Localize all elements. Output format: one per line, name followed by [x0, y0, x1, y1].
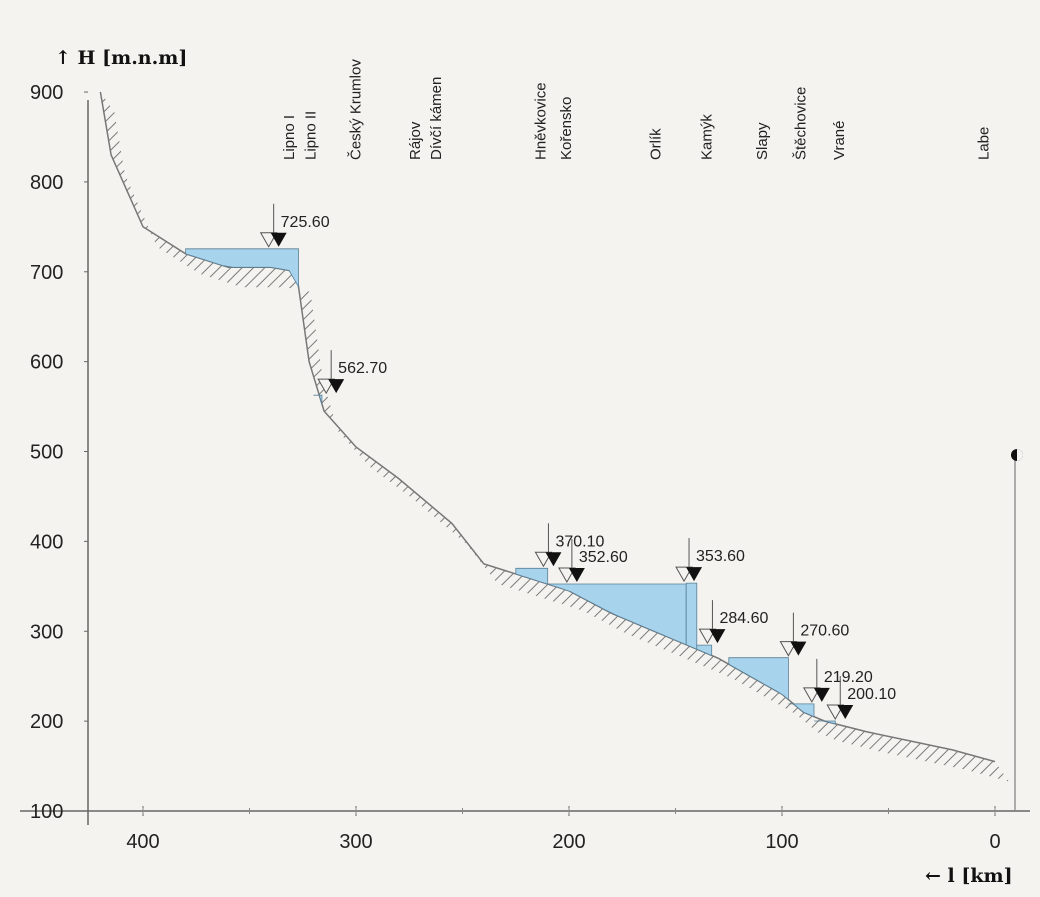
level-label: 270.60: [800, 623, 849, 640]
station-label: Orlík: [648, 128, 665, 160]
reservoir-area: [728, 657, 789, 701]
station-label: Lipno II: [303, 111, 320, 160]
level-triangle-filled: [328, 379, 345, 394]
y-tick-label: 800: [30, 172, 63, 194]
station-label: Slapy: [754, 122, 771, 160]
level-triangle-filled: [837, 705, 854, 720]
station-label: Hněvkovice: [533, 82, 550, 160]
station-label: Lipno I: [281, 115, 298, 160]
y-tick-label: 200: [30, 711, 63, 733]
reservoir-area: [788, 703, 815, 718]
level-label: 353.60: [696, 548, 745, 565]
x-tick-label: 0: [989, 831, 1000, 853]
station-label: Kořensko: [558, 97, 575, 160]
station-label: Štěchovice: [792, 87, 809, 160]
level-label: 370.10: [555, 533, 604, 550]
axes: 900 800 700 600 500 400 300 200 100 400 300 200 100 0: [20, 82, 1030, 853]
x-tick-label: 200: [552, 831, 585, 853]
level-label: 352.60: [579, 549, 628, 566]
level-triangle-filled: [790, 641, 807, 656]
reservoir-area: [547, 583, 687, 646]
reservoir-area: [814, 720, 836, 725]
y-tick-label: 700: [30, 262, 63, 284]
reservoir-area: [185, 248, 299, 289]
level-triangle-filled: [813, 687, 830, 702]
station-label: Rájov: [407, 121, 424, 160]
y-tick-label: 100: [30, 801, 63, 823]
level-triangle-filled: [568, 567, 585, 582]
station-label: Labe: [976, 127, 993, 160]
reservoir-area: [696, 644, 713, 657]
riverbed-line: [99, 91, 996, 763]
level-triangle-filled: [709, 629, 726, 644]
y-tick-label: 300: [30, 621, 63, 643]
station-label: Dívčí kámen: [428, 77, 445, 160]
x-tick-label: 100: [765, 831, 798, 853]
level-label: 284.60: [719, 610, 768, 627]
level-triangle-filled: [545, 552, 562, 567]
x-tick-label: 300: [339, 831, 372, 853]
y-axis-title: ↑ H [m.n.m]: [55, 47, 187, 69]
level-label: 200.10: [847, 686, 896, 703]
station-labels: Lipno I Lipno II Český Krumlov Rájov Dívčí k…: [281, 59, 992, 160]
station-label: Kamýk: [699, 114, 716, 160]
level-triangle-filled: [686, 567, 703, 582]
x-tick-label: 400: [126, 831, 159, 853]
y-tick-label: 900: [30, 82, 63, 104]
reservoir-area: [685, 582, 698, 650]
level-label: 725.60: [281, 214, 330, 231]
level-label: 219.20: [824, 669, 873, 686]
level-label: 562.70: [338, 360, 387, 377]
station-label: Český Krumlov: [347, 59, 364, 160]
y-tick-label: 600: [30, 352, 63, 374]
x-axis-title: ← l [km]: [925, 865, 1013, 887]
level-triangle-filled: [270, 232, 287, 247]
y-tick-label: 400: [30, 531, 63, 553]
reservoirs: [185, 248, 836, 725]
reservoir-area: [515, 567, 549, 585]
station-label: Vrané: [831, 121, 848, 160]
reservoir-area: [313, 394, 323, 405]
y-tick-label: 500: [30, 442, 63, 464]
endpoint-marker: [1011, 449, 1023, 810]
